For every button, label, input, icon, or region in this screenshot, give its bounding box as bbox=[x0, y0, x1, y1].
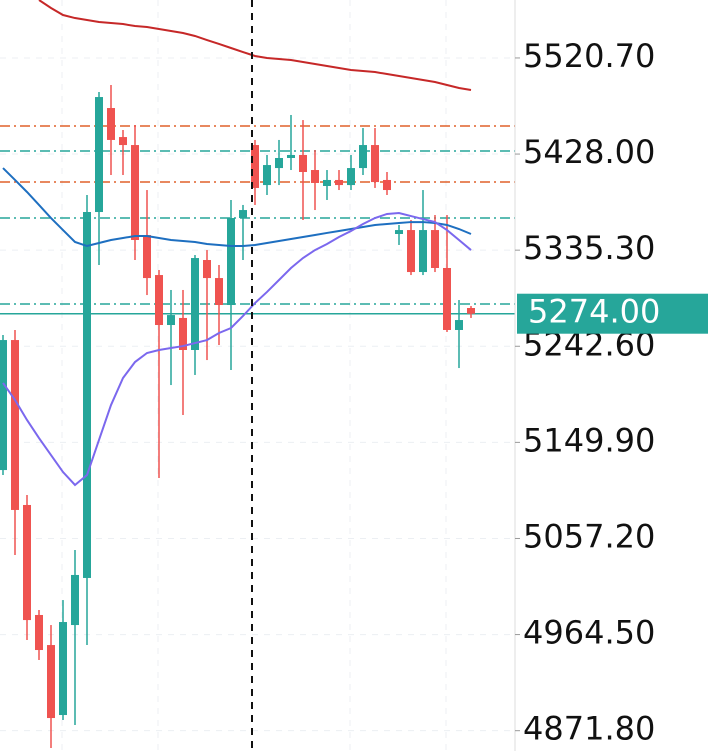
candle-body bbox=[383, 179, 391, 191]
y-tick-label: 4871.80 bbox=[523, 710, 655, 748]
candle-body bbox=[443, 267, 451, 330]
candle-body bbox=[83, 212, 91, 578]
candle-body bbox=[95, 97, 103, 213]
candle-body bbox=[11, 340, 19, 510]
y-tick-label: 5149.90 bbox=[523, 421, 655, 459]
candle-body bbox=[143, 235, 151, 279]
candle-body bbox=[371, 145, 379, 183]
candle-body bbox=[335, 179, 343, 186]
candle-body bbox=[251, 145, 259, 188]
candle-body bbox=[203, 260, 211, 279]
candle-body bbox=[359, 145, 367, 169]
candle-body bbox=[323, 179, 331, 186]
y-tick-label: 5520.70 bbox=[523, 37, 655, 75]
moving-averages bbox=[2, 0, 472, 487]
y-tick-label: 5335.30 bbox=[523, 229, 655, 267]
moving-average-line bbox=[2, 167, 472, 248]
candle-body bbox=[347, 168, 355, 186]
candles bbox=[0, 85, 475, 748]
candle-body bbox=[407, 230, 415, 273]
moving-average-line bbox=[38, 0, 472, 91]
candle-body bbox=[35, 614, 43, 651]
candle-body bbox=[287, 154, 295, 158]
last-price-badge bbox=[517, 293, 708, 334]
y-axis: 5520.705428.005335.305242.605149.905057.… bbox=[515, 37, 708, 748]
candle-body bbox=[311, 170, 319, 183]
candle-body bbox=[215, 278, 223, 306]
candle-body bbox=[155, 275, 163, 326]
candle-body bbox=[47, 645, 55, 719]
candle-body bbox=[23, 504, 31, 621]
y-tick-label: 4964.50 bbox=[523, 614, 655, 652]
candle-body bbox=[455, 320, 463, 330]
y-tick-label: 5428.00 bbox=[523, 133, 655, 171]
candle-body bbox=[191, 258, 199, 350]
candle-body bbox=[119, 137, 127, 146]
candle-body bbox=[299, 154, 307, 172]
grid bbox=[0, 0, 515, 751]
candle-body bbox=[263, 165, 271, 186]
candle-body bbox=[59, 622, 67, 716]
candle-body bbox=[0, 340, 7, 471]
candle-body bbox=[275, 157, 283, 169]
candle-body bbox=[107, 108, 115, 140]
candle-body bbox=[239, 210, 247, 219]
candle-body bbox=[179, 317, 187, 350]
candle-body bbox=[131, 145, 139, 241]
candle-body bbox=[395, 230, 403, 234]
moving-average-line bbox=[2, 212, 472, 487]
candle-body bbox=[431, 230, 439, 268]
last-price-label: 5274.00 bbox=[528, 293, 660, 331]
candle-body bbox=[227, 218, 235, 306]
candle-body bbox=[71, 574, 79, 626]
candle-body bbox=[167, 315, 175, 326]
y-tick-label: 5057.20 bbox=[523, 517, 655, 555]
candle-body bbox=[467, 308, 475, 314]
candle-body bbox=[419, 230, 427, 273]
